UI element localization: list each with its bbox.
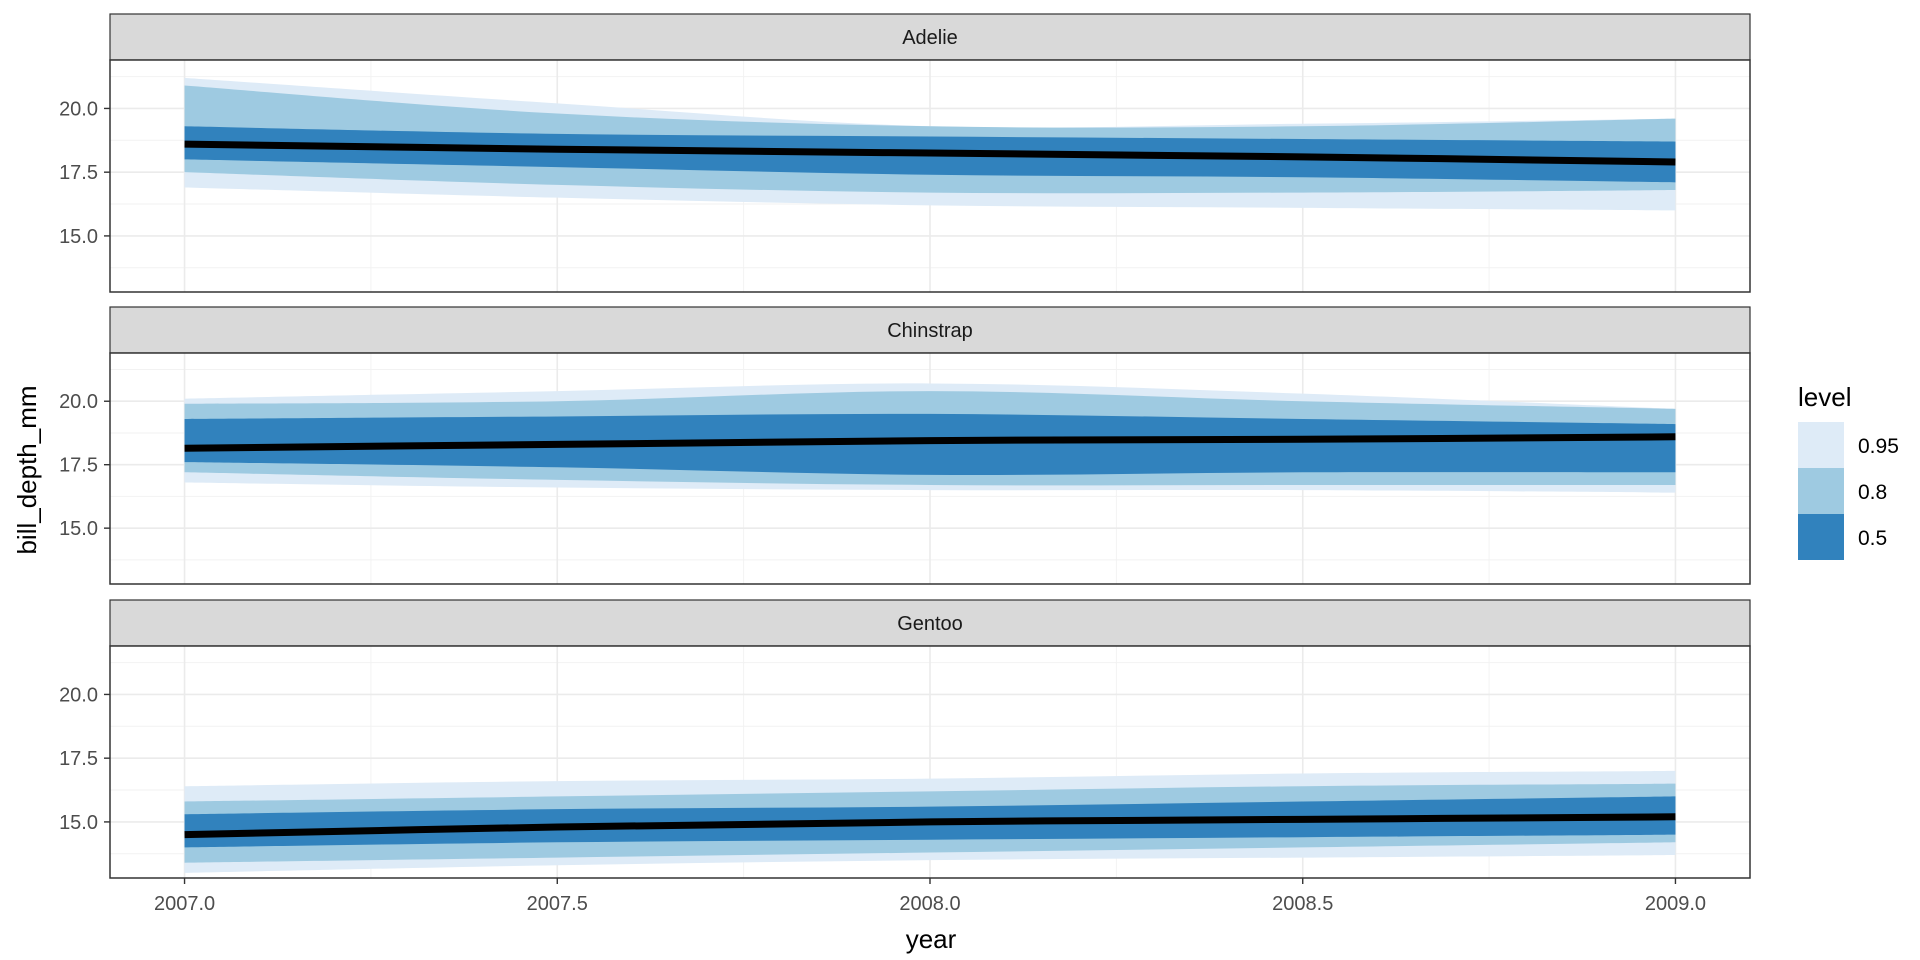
y-tick-label: 15.0 — [59, 226, 98, 248]
y-tick-label: 15.0 — [59, 518, 98, 540]
y-tick-label: 17.5 — [59, 748, 98, 770]
legend-key-0.8 — [1798, 468, 1844, 514]
legend-title: level — [1798, 382, 1851, 412]
y-tick-label: 20.0 — [59, 98, 98, 120]
facet-strip-label: Chinstrap — [887, 320, 973, 342]
x-tick-label: 2009.0 — [1645, 893, 1706, 915]
x-tick-label: 2008.5 — [1272, 893, 1333, 915]
facet-strip-label: Adelie — [902, 27, 958, 49]
ribbon-0.5 — [184, 413, 1676, 475]
panel-chinstrap: Chinstrap 15.0 17.5 20.0 — [59, 306, 1751, 585]
x-tick-label: 2007.5 — [527, 893, 588, 915]
y-tick-label: 20.0 — [59, 391, 98, 413]
x-axis-title: year — [906, 924, 957, 954]
legend-key-0.95 — [1798, 422, 1844, 468]
x-tick-label: 2007.0 — [154, 893, 215, 915]
y-tick-label: 17.5 — [59, 455, 98, 477]
legend-label: 0.5 — [1858, 527, 1887, 550]
median-line — [184, 140, 1676, 166]
y-tick-label: 17.5 — [59, 162, 98, 184]
facet-panels: Adelie15.017.520.0Chinstrap15.017.520.0G… — [59, 13, 1751, 915]
panel-adelie: Adelie 15.0 17.5 20.0 — [59, 13, 1751, 293]
x-tick-label: 2008.0 — [899, 893, 960, 915]
median-line — [184, 433, 1676, 452]
panel-border — [109, 59, 1751, 293]
legend: level 0.95 0.8 0.5 — [1798, 382, 1899, 560]
panel-gentoo: Gentoo 15.0 17.5 20.0 — [59, 599, 1751, 879]
facet-strip-label: Gentoo — [897, 613, 963, 635]
panel-border — [109, 352, 1751, 585]
y-tick-label: 15.0 — [59, 812, 98, 834]
y-tick-label: 20.0 — [59, 684, 98, 706]
legend-label: 0.8 — [1858, 481, 1887, 504]
legend-label: 0.95 — [1858, 435, 1899, 458]
facet-strip — [109, 13, 1751, 61]
median-line — [184, 813, 1676, 839]
y-axis-title: bill_depth_mm — [12, 385, 42, 554]
legend-key-0.5 — [1798, 514, 1844, 560]
x-axis: 2007.0 2007.5 2008.0 2008.5 2009.0 — [154, 878, 1706, 915]
